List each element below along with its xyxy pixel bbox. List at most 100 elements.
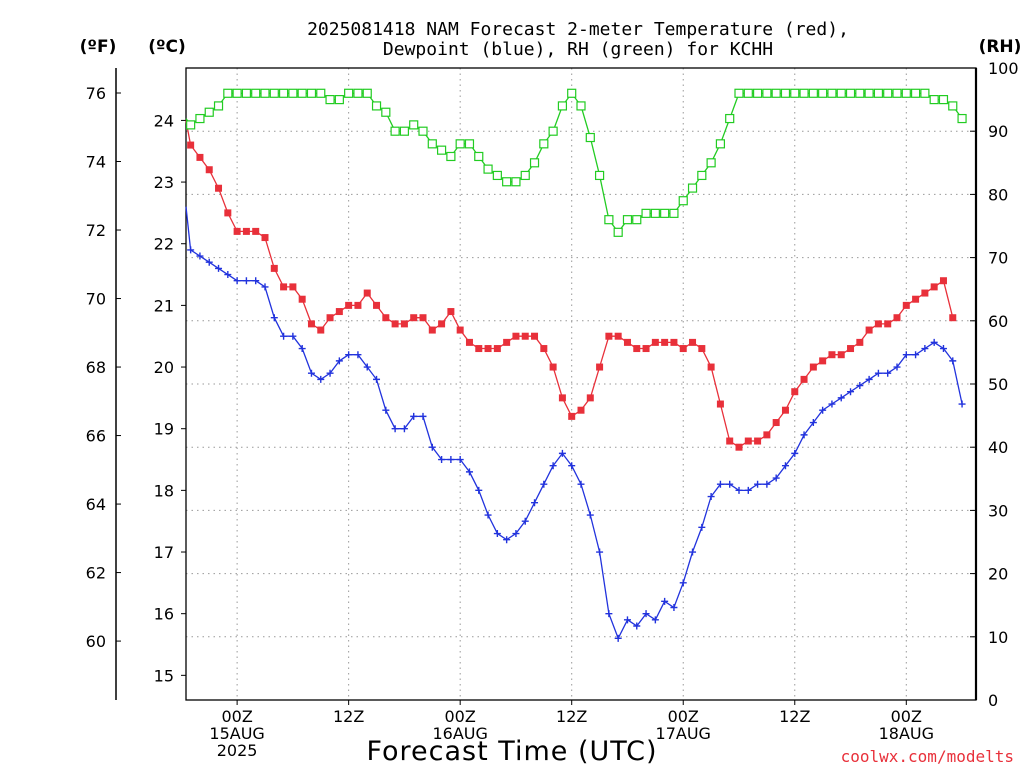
dewpoint-point (856, 382, 864, 390)
rh-point (186, 120, 196, 130)
rh-point (948, 101, 958, 111)
temperature-point (874, 320, 882, 328)
dewpoint-point (475, 486, 483, 494)
x-tick-label: 12Z (333, 707, 364, 726)
dewpoint-point (233, 277, 241, 285)
rh-point (678, 196, 688, 206)
temperature-point (744, 437, 752, 445)
dewpoint-point (307, 369, 315, 377)
x-axis-title: Forecast Time (UTC) (366, 736, 657, 767)
celsius-tick-label: 21 (154, 296, 174, 315)
rh-point (622, 215, 633, 225)
rh-point (436, 145, 447, 155)
temperature-point (400, 320, 408, 328)
temperature-point (930, 283, 938, 291)
dewpoint-point (679, 579, 687, 587)
x-tick-label: 00Z (668, 707, 699, 726)
celsius-tick-label: 15 (154, 666, 174, 685)
rh-point (938, 94, 949, 105)
dewpoint-point (939, 345, 947, 353)
temperature-point (298, 295, 306, 303)
temperature-point (558, 394, 566, 402)
temperature-point (726, 437, 734, 445)
temperature-point (382, 314, 390, 322)
dewpoint-point (428, 443, 436, 451)
celsius-tick-label: 24 (154, 111, 174, 130)
rh-point (260, 88, 270, 98)
rh-point (306, 88, 317, 98)
credit-text: coolwx.com/modelts (841, 747, 1014, 766)
temperature-point (586, 394, 594, 402)
dewpoint-point (698, 523, 706, 531)
dewpoint-point (605, 610, 613, 618)
temperature-point (939, 277, 947, 285)
temperature-point (438, 320, 446, 328)
rh-point (381, 107, 391, 117)
temperature-point (456, 326, 464, 334)
dewpoint-point (754, 480, 762, 488)
dewpoint-point (912, 351, 920, 359)
temperature-point (484, 345, 492, 353)
temperature-point (884, 320, 892, 328)
rh-tick-label: 70 (988, 249, 1008, 268)
temperature-point (289, 283, 297, 291)
dewpoint-point (326, 369, 334, 377)
rh-point (539, 139, 549, 149)
rh-point (827, 88, 837, 98)
temperature-point (419, 314, 427, 322)
rh-point (660, 208, 670, 218)
temperature-point (716, 400, 724, 408)
rh-point (195, 113, 205, 124)
temperature-point (205, 166, 213, 174)
rh-point (520, 170, 530, 181)
dewpoint-point (391, 425, 399, 433)
dewpoint-point (930, 338, 938, 346)
temperature-point (902, 301, 910, 309)
rh-point (706, 158, 716, 168)
rh-point (752, 88, 763, 98)
temperature-point (577, 406, 585, 414)
rh-point (278, 88, 289, 98)
dewpoint-point (289, 332, 297, 340)
x-tick-label: 00Z (221, 707, 252, 726)
dewpoint-point (484, 511, 492, 519)
dewpoint-point (707, 493, 715, 501)
temperature-point (391, 320, 399, 328)
rh-point (892, 88, 902, 98)
temperature-point (373, 301, 381, 309)
dewpoint-point (280, 332, 288, 340)
dewpoint-point (596, 548, 604, 556)
temperature-point (335, 308, 343, 316)
gridlines (186, 68, 976, 700)
temperature-point (521, 332, 529, 340)
rh-point (836, 88, 846, 98)
temperature-point (196, 153, 204, 161)
temperature-point (270, 264, 278, 272)
dewpoint-point (670, 604, 678, 612)
rh-point (873, 88, 884, 98)
dewpoint-point (568, 462, 576, 470)
x-tick-label: 00Z (445, 707, 476, 726)
rh-point (362, 88, 372, 98)
dewpoint-point (187, 246, 195, 254)
temperature-point (809, 363, 817, 371)
rh-point (799, 88, 809, 98)
plot-series (185, 88, 967, 642)
temperature-point (465, 338, 473, 346)
dewpoint-point (438, 456, 446, 464)
rh-point (344, 88, 354, 98)
temperature-point (354, 301, 362, 309)
chart-title-line-2: Dewpoint (blue), RH (green) for KCHH (383, 39, 773, 60)
temperature-point (549, 363, 557, 371)
dewpoint-point (791, 449, 799, 457)
temperature-point (280, 283, 288, 291)
dewpoint-point (447, 456, 455, 464)
temperature-point (698, 345, 706, 353)
temperature-point (912, 295, 920, 303)
rh-tick-label: 80 (988, 185, 1008, 204)
rh-point (557, 101, 568, 111)
rh-point (511, 177, 521, 187)
rh-point (390, 126, 400, 136)
rh-point (594, 170, 605, 181)
